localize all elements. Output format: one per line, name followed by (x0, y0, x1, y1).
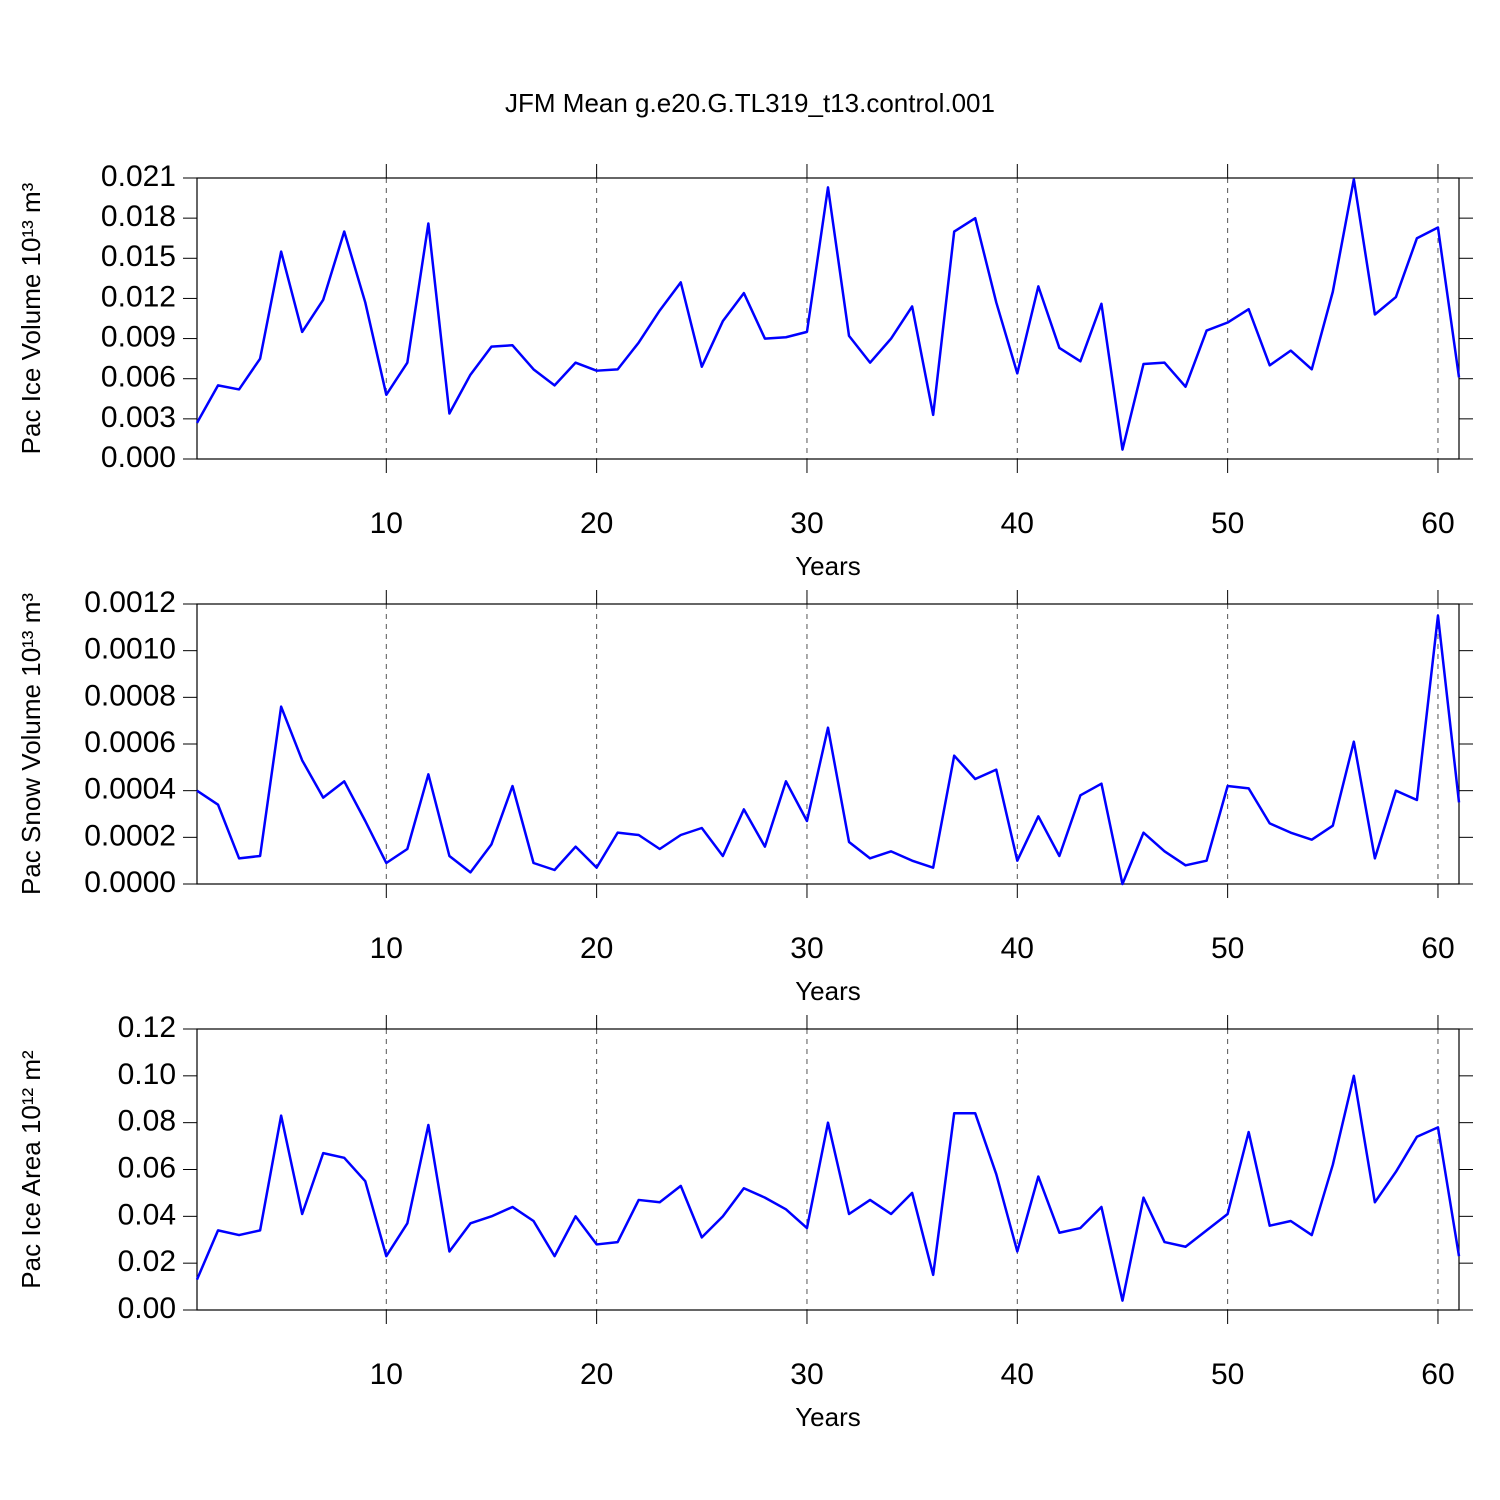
y-tick-label: 0.009 (101, 320, 176, 353)
x-tick-label: 20 (580, 932, 613, 965)
plot-frame (196, 603, 1460, 885)
x-tick-label: 50 (1211, 1358, 1244, 1391)
x-tick-label: 30 (790, 932, 823, 965)
y-tick-label: 0.0008 (84, 679, 176, 712)
data-line (195, 1074, 1461, 1302)
x-tick-label: 10 (370, 932, 403, 965)
x-axis-label: Years (795, 976, 861, 1006)
y-axis-label: Pac Ice Area 10¹² m² (16, 1050, 46, 1289)
y-tick-label: 0.015 (101, 240, 176, 273)
x-tick-label: 40 (1001, 507, 1034, 540)
data-line (195, 178, 1461, 451)
y-tick-label: 0.10 (118, 1058, 176, 1091)
y-tick-label: 0.012 (101, 280, 176, 313)
y-tick-label: 0.02 (118, 1245, 176, 1278)
x-tick-label: 20 (580, 1358, 613, 1391)
plot-frame (196, 177, 1460, 460)
y-tick-label: 0.000 (101, 441, 176, 474)
y-tick-label: 0.0002 (84, 819, 176, 852)
y-tick-label: 0.006 (101, 361, 176, 394)
y-tick-label: 0.0012 (84, 586, 176, 619)
y-tick-label: 0.00 (118, 1292, 176, 1325)
y-tick-label: 0.003 (101, 401, 176, 434)
y-axis-label: Pac Ice Volume 10¹³ m³ (16, 182, 46, 454)
plot-frame (196, 1028, 1460, 1311)
x-tick-label: 10 (370, 507, 403, 540)
y-axis-label: Pac Snow Volume 10¹³ m³ (16, 593, 46, 895)
y-tick-label: 0.0004 (84, 773, 176, 806)
y-tick-label: 0.12 (118, 1011, 176, 1044)
y-tick-label: 0.0000 (84, 866, 176, 899)
x-tick-label: 10 (370, 1358, 403, 1391)
x-tick-label: 60 (1421, 1358, 1454, 1391)
y-tick-label: 0.018 (101, 200, 176, 233)
y-tick-label: 0.0010 (84, 633, 176, 666)
x-tick-label: 30 (790, 1358, 823, 1391)
y-tick-label: 0.06 (118, 1151, 176, 1184)
y-tick-label: 0.021 (101, 160, 176, 193)
x-tick-label: 60 (1421, 507, 1454, 540)
x-tick-label: 20 (580, 507, 613, 540)
y-tick-label: 0.0006 (84, 726, 176, 759)
x-tick-label: 50 (1211, 507, 1244, 540)
x-tick-label: 40 (1001, 1358, 1034, 1391)
x-tick-label: 50 (1211, 932, 1244, 965)
figure-title: JFM Mean g.e20.G.TL319_t13.control.001 (505, 88, 995, 118)
data-line (196, 614, 1461, 886)
y-tick-label: 0.04 (118, 1198, 176, 1231)
y-tick-label: 0.08 (118, 1105, 176, 1138)
x-tick-label: 40 (1001, 932, 1034, 965)
x-tick-label: 30 (790, 507, 823, 540)
x-tick-label: 60 (1421, 932, 1454, 965)
x-axis-label: Years (795, 551, 861, 581)
x-axis-label: Years (795, 1402, 861, 1432)
